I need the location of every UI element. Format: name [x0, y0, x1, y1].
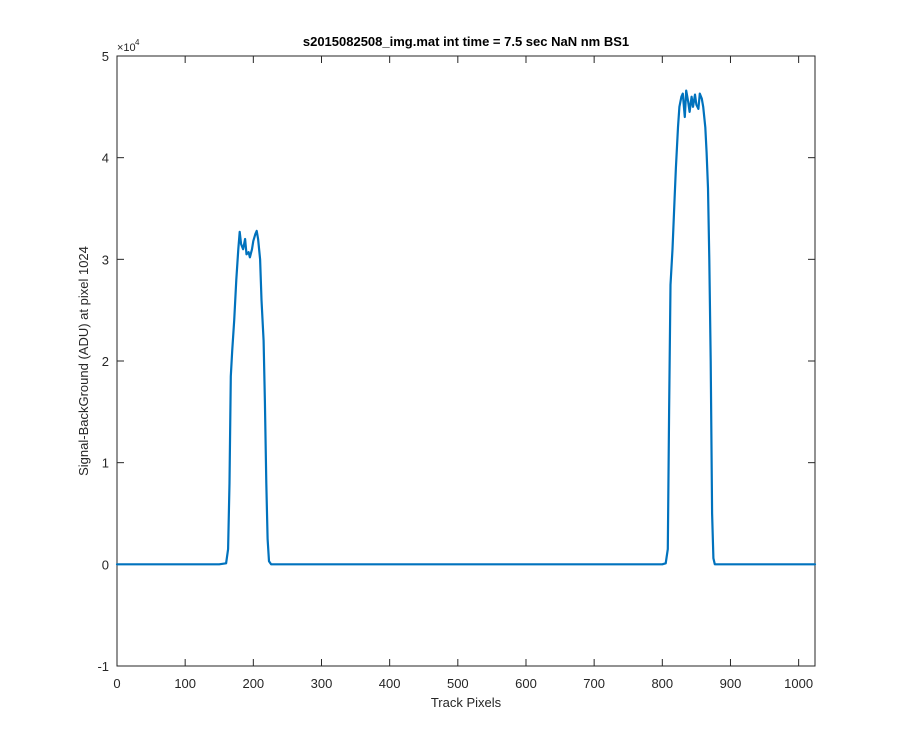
ticks-layer: 0 100 200 300 400 500 600 700 800 900 1000 -1 0 1 2 3 4 5	[97, 49, 815, 691]
y-tick-label: 3	[102, 252, 109, 267]
x-tick-label: 300	[311, 676, 333, 691]
x-axis-title: Track Pixels	[431, 695, 502, 710]
y-tick-label: 1	[102, 456, 109, 471]
x-tick-label: 700	[583, 676, 605, 691]
x-tick-label: 900	[720, 676, 742, 691]
x-tick-label: 600	[515, 676, 537, 691]
series-layer	[115, 89, 817, 566]
x-tick-label: 1000	[784, 676, 813, 691]
x-tick-label: 0	[113, 676, 120, 691]
y-tick-label: 5	[102, 49, 109, 64]
x-tick-label: 400	[379, 676, 401, 691]
y-axis-title: Signal-BackGround (ADU) at pixel 1024	[76, 246, 91, 476]
x-tick-label: 100	[174, 676, 196, 691]
y-exponent-base: ×10	[117, 42, 136, 54]
y-tick-label: 4	[102, 151, 109, 166]
x-tick-label: 800	[651, 676, 673, 691]
y-exponent-power: 4	[135, 38, 140, 47]
series-line	[115, 89, 817, 566]
x-tick-label: 500	[447, 676, 469, 691]
y-tick-label: -1	[97, 659, 109, 674]
chart-title: s2015082508_img.mat int time = 7.5 sec N…	[303, 34, 629, 49]
y-tick-label: 0	[102, 557, 109, 572]
x-tick-label: 200	[242, 676, 264, 691]
y-tick-label: 2	[102, 354, 109, 369]
